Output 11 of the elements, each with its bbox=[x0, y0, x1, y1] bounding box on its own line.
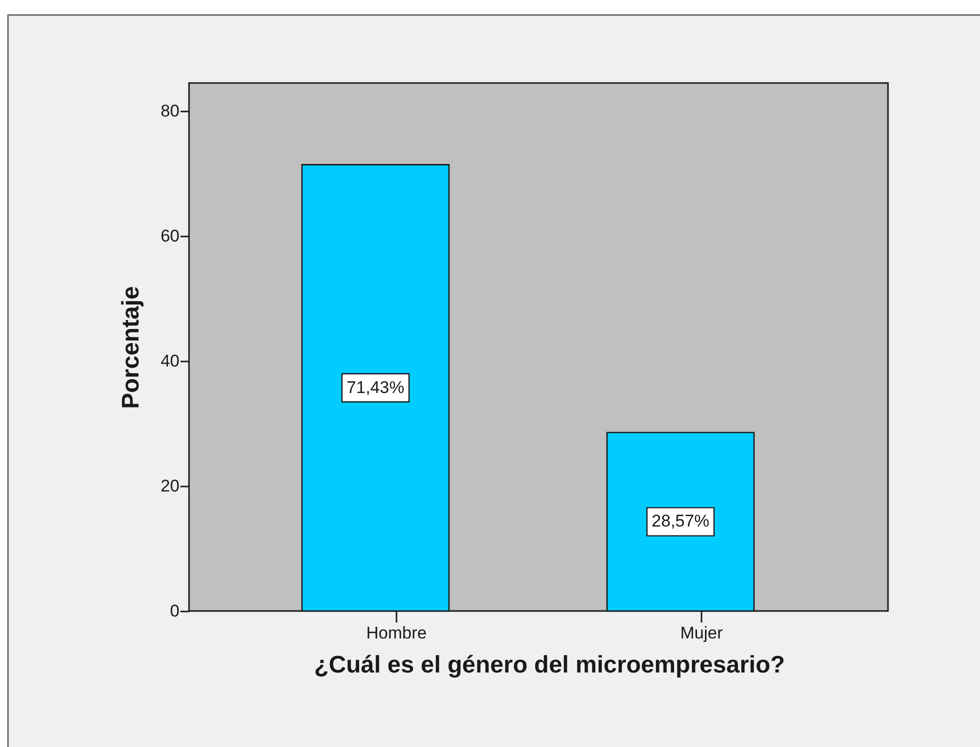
x-tick-label: Mujer bbox=[680, 624, 724, 642]
x-tick-label: Hombre bbox=[366, 624, 427, 642]
y-tick-label: 0 bbox=[170, 602, 180, 620]
y-tick-label: 40 bbox=[160, 352, 180, 371]
y-tick-label: 80 bbox=[160, 102, 180, 121]
data-label: 71,43% bbox=[346, 378, 404, 397]
y-axis-title: Porcentaje bbox=[118, 286, 145, 409]
y-tick-label: 60 bbox=[160, 226, 180, 246]
y-tick-label: 20 bbox=[160, 476, 180, 496]
x-axis-title: ¿Cuál es el género del microempresario? bbox=[314, 652, 785, 678]
data-label: 28,57% bbox=[652, 512, 710, 531]
